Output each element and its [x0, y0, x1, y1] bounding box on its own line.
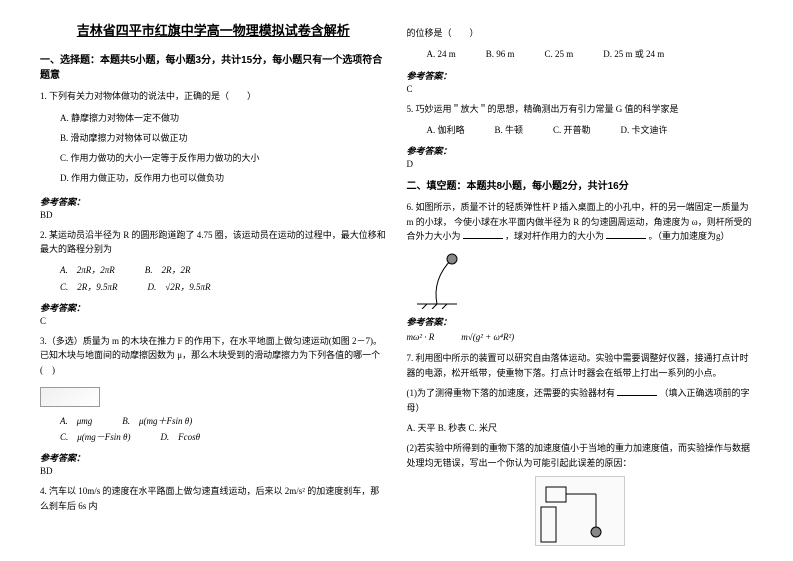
q3-options-row2: C. μ(mg－Fsin θ) D. Fcosθ: [60, 429, 387, 445]
q6-blank1: [463, 238, 503, 239]
q3-answer: BD: [40, 466, 387, 476]
apparatus-icon: [536, 477, 626, 547]
q4-answer-label: 参考答案：: [407, 69, 754, 82]
q7-sub2: (2)若实验中所得到的重物下落的加速度值小于当地的重力加速度值，而实验操作与数据…: [407, 441, 754, 470]
section-2-header: 二、填空题：本题共8小题，每小题2分，共计16分: [407, 177, 754, 192]
q1-opt-b: B. 滑动摩擦力对物体可以做正功: [60, 129, 387, 149]
q7-sub1: (1)为了测得重物下落的加速度，还需要的实验器材有 （填入正确选项前的字母）: [407, 386, 754, 415]
q2-opt-d: D. √2R，9.5πR: [148, 279, 211, 295]
q4-stem2: 的位移是（ ）: [407, 26, 754, 40]
q3-answer-label: 参考答案：: [40, 451, 387, 464]
q3-opt-b: B. μ(mg＋Fsin θ): [122, 413, 192, 429]
q7-opts: A. 天平 B. 秒表 C. 米尺: [407, 421, 754, 435]
q1-opt-d: D. 作用力做正功，反作用力也可以做负功: [60, 169, 387, 189]
q6-answer-label: 参考答案：: [407, 315, 754, 328]
q7-blank1: [617, 395, 657, 396]
q5-opt-b: B. 牛顿: [495, 122, 524, 138]
q4-stem: 4. 汽车以 10m/s 的速度在水平路面上做匀速直线运动，后来以 2m/s² …: [40, 484, 387, 513]
q2-opt-a: A. 2πR，2πR: [60, 262, 115, 278]
q6-stem: 6. 如图所示，质量不计的轻质弹性杆 P 插入桌面上的小孔中，杆的另一端固定一质…: [407, 200, 754, 243]
section-1-header: 一、选择题：本题共5小题，每小题3分，共计15分，每小题只有一个选项符合题意: [40, 51, 387, 81]
q5-options: A. 伽利略 B. 牛顿 C. 开普勒 D. 卡文迪许: [427, 122, 754, 138]
q1-answer-label: 参考答案：: [40, 195, 387, 208]
q5-opt-d: D. 卡文迪许: [621, 122, 668, 138]
q5-answer: D: [407, 159, 754, 169]
q3-opt-a: A. μmg: [60, 413, 92, 429]
q3-stem: 3.（多选）质量为 m 的木块在推力 F 的作用下，在水平地面上做匀速运动(如图…: [40, 334, 387, 377]
q4-opt-a: A. 24 m: [427, 46, 456, 62]
q2-options-row1: A. 2πR，2πR B. 2R，2R: [60, 262, 387, 278]
q4-options: A. 24 m B. 96 m C. 25 m D. 25 m 或 24 m: [427, 46, 754, 62]
q6-stem4: 。（重力加速度为g）: [649, 231, 730, 241]
q3-options-row1: A. μmg B. μ(mg＋Fsin θ): [60, 413, 387, 429]
q4-opt-d: D. 25 m 或 24 m: [603, 46, 664, 62]
q4-opt-c: C. 25 m: [545, 46, 574, 62]
q3-opt-d: D. Fcosθ: [160, 429, 200, 445]
q7-stem1: 7. 利用图中所示的装置可以研究自由落体运动。实验中需要调整好仪器，接通打点计时…: [407, 351, 754, 380]
q1-opt-c: C. 作用力做功的大小一定等于反作用力做功的大小: [60, 149, 387, 169]
q2-opt-c: C. 2R，9.5πR: [60, 279, 118, 295]
q5-opt-a: A. 伽利略: [427, 122, 465, 138]
right-column: 的位移是（ ） A. 24 m B. 96 m C. 25 m D. 25 m …: [397, 20, 764, 541]
q1-options: A. 静摩擦力对物体一定不做功 B. 滑动摩擦力对物体可以做正功 C. 作用力做…: [60, 109, 387, 188]
q6-blank2: [606, 238, 646, 239]
q2-answer: C: [40, 316, 387, 326]
q1-stem: 1. 下列有关力对物体做功的说法中，正确的是（ ）: [40, 89, 387, 103]
q5-answer-label: 参考答案：: [407, 144, 754, 157]
q6-figure: [407, 249, 477, 309]
q7-sub1-text: (1)为了测得重物下落的加速度，还需要的实验器材有: [407, 388, 616, 398]
q4-answer: C: [407, 84, 754, 94]
left-column: 吉林省四平市红旗中学高一物理模拟试卷含解析 一、选择题：本题共5小题，每小题3分…: [30, 20, 397, 541]
q2-opt-b: B. 2R，2R: [145, 262, 191, 278]
pendulum-icon: [407, 249, 477, 309]
q2-options-row2: C. 2R，9.5πR D. √2R，9.5πR: [60, 279, 387, 295]
q2-answer-label: 参考答案：: [40, 301, 387, 314]
q2-stem: 2. 某运动员沿半径为 R 的圆形跑道跑了 4.75 圈，该运动员在运动的过程中…: [40, 228, 387, 257]
q4-opt-b: B. 96 m: [486, 46, 515, 62]
q5-stem: 5. 巧妙运用＂放大＂的思想，精确测出万有引力常量 G 值的科学家是: [407, 102, 754, 116]
q1-answer: BD: [40, 210, 387, 220]
exam-title: 吉林省四平市红旗中学高一物理模拟试卷含解析: [40, 20, 387, 39]
q3-opt-c: C. μ(mg－Fsin θ): [60, 429, 130, 445]
q1-opt-a: A. 静摩擦力对物体一定不做功: [60, 109, 387, 129]
q3-figure: [40, 387, 100, 407]
q6-stem3: ，球对杆作用力的大小为: [505, 231, 604, 241]
q7-figure: [535, 476, 625, 546]
q6-answer: mω² · R m√(g² + ω⁴R²): [407, 330, 754, 343]
q5-opt-c: C. 开普勒: [553, 122, 591, 138]
